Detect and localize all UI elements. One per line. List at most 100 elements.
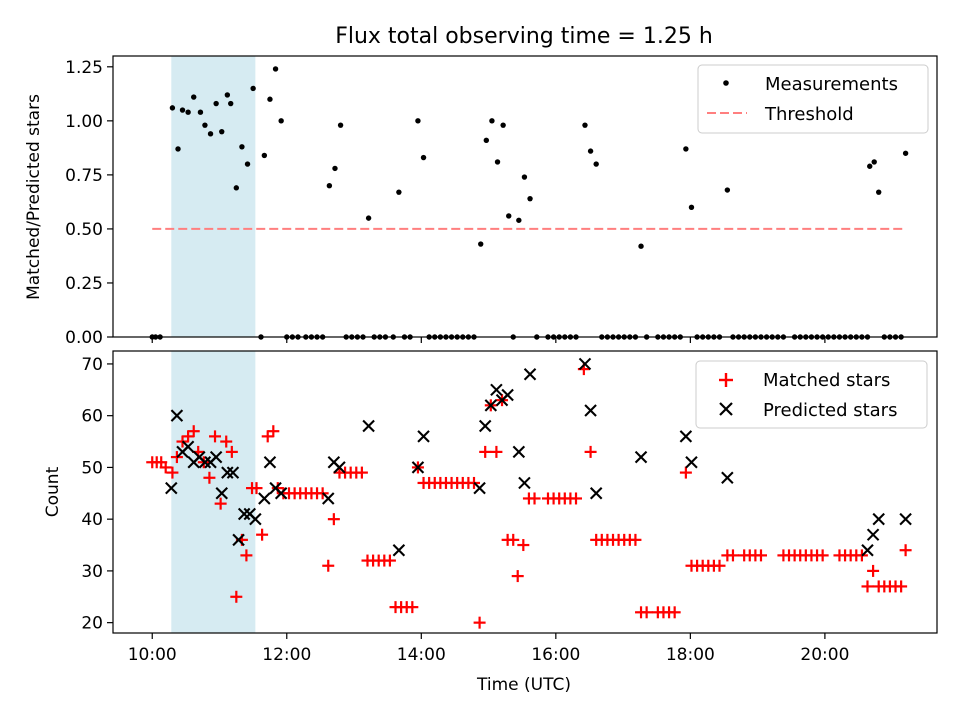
top-y-tick-label-0-00: 0.00 bbox=[65, 328, 103, 348]
measurement-point-92 bbox=[688, 204, 695, 211]
predicted-star-point-3 bbox=[181, 440, 195, 453]
measurement-point-6 bbox=[185, 109, 191, 115]
measurement-point-5 bbox=[179, 107, 186, 113]
predicted-star-point-20 bbox=[322, 492, 335, 505]
measurement-point-130 bbox=[902, 150, 909, 156]
measurement-point-13 bbox=[224, 92, 231, 98]
predicted-star-point-16 bbox=[258, 492, 271, 505]
matched-star-point-34 bbox=[327, 513, 340, 526]
x-tick-label-12-00: 12:00 bbox=[262, 645, 311, 665]
predicted-star-point-34 bbox=[518, 476, 531, 490]
top-y-tick-label-0-50: 0.50 bbox=[65, 220, 103, 240]
measurement-point-76 bbox=[593, 161, 599, 167]
x-tick-label-18-00: 18:00 bbox=[666, 645, 715, 665]
matched-star-point-18 bbox=[240, 549, 253, 562]
matched-star-point-39 bbox=[355, 466, 368, 479]
predicted-star-point-17 bbox=[263, 456, 277, 469]
predicted-star-point-11 bbox=[226, 466, 240, 479]
measurement-point-18 bbox=[250, 85, 256, 92]
measurement-point-43 bbox=[396, 189, 402, 195]
matched-star-point-15 bbox=[225, 445, 238, 458]
matched-star-point-21 bbox=[256, 528, 269, 541]
matched-star-point-3 bbox=[159, 461, 172, 474]
matched-star-point-22 bbox=[261, 430, 274, 443]
bottom-y-tick-label-50: 50 bbox=[81, 458, 103, 478]
measurement-point-62 bbox=[506, 213, 512, 219]
bottom-y-tick-label-40: 40 bbox=[81, 510, 103, 530]
matched-star-point-11 bbox=[203, 471, 216, 484]
top-y-tick-label-0-25: 0.25 bbox=[65, 274, 103, 294]
measurement-point-21 bbox=[267, 96, 273, 102]
matched-star-point-70 bbox=[528, 492, 541, 505]
matched-star-point-113 bbox=[816, 549, 829, 562]
top-axes-frame bbox=[112, 55, 938, 338]
measurement-point-17 bbox=[244, 161, 251, 167]
matched-star-point-33 bbox=[322, 559, 335, 572]
measurement-point-4 bbox=[175, 146, 181, 152]
matched-star-point-13 bbox=[214, 497, 227, 510]
top-y-tick-label-1-25: 1.25 bbox=[65, 58, 103, 78]
bottom-y-tick-label-60: 60 bbox=[81, 407, 103, 427]
predicted-star-point-8 bbox=[209, 450, 223, 464]
star-count-panel: 20 30 40 50 60 70 10:00 12:00 14:00 16:00 18:00 20… bbox=[43, 350, 938, 695]
matched-star-point-101 bbox=[726, 549, 739, 562]
measurements-legend-label: Measurements bbox=[765, 74, 898, 95]
predicted-star-point-9 bbox=[215, 487, 228, 500]
predicted-star-point-27 bbox=[473, 481, 486, 495]
matched-star-point-20 bbox=[250, 482, 263, 495]
predicted-star-point-0 bbox=[165, 481, 178, 495]
measurement-point-8 bbox=[197, 109, 204, 115]
measurement-point-9 bbox=[202, 122, 208, 128]
matched-star-point-88 bbox=[640, 606, 653, 619]
predicted-star-point-12 bbox=[232, 533, 245, 547]
measurement-point-65 bbox=[521, 174, 528, 180]
measurement-point-23 bbox=[278, 118, 284, 124]
matched-star-point-67 bbox=[511, 570, 524, 583]
top-y-tick-label-0-75: 0.75 bbox=[65, 166, 103, 186]
top-y-tick-label-1-00: 1.00 bbox=[65, 112, 103, 132]
predicted-star-point-30 bbox=[490, 383, 503, 397]
bottom-y-tick-label-20: 20 bbox=[81, 614, 103, 634]
measurement-point-3 bbox=[169, 105, 176, 111]
predicted-star-point-10 bbox=[221, 466, 234, 479]
top-y-axis-label: Matched/Predicted stars bbox=[24, 94, 44, 300]
bottom-y-ticks: 20 30 40 50 60 70 bbox=[81, 355, 113, 634]
predicted-star-point-22 bbox=[333, 461, 346, 474]
matched-star-point-105 bbox=[754, 549, 767, 562]
bottom-y-axis-label: Count bbox=[43, 466, 63, 517]
predicted-star-point-46 bbox=[899, 512, 912, 526]
measurement-point-66 bbox=[527, 195, 533, 202]
predicted-star-point-32 bbox=[501, 388, 514, 402]
matched-star-point-60 bbox=[473, 616, 486, 629]
bottom-shaded-interval bbox=[171, 351, 256, 633]
predicted-star-point-25 bbox=[411, 461, 425, 474]
matched-star-point-63 bbox=[490, 445, 503, 458]
matched-star-point-7 bbox=[182, 430, 195, 443]
matched-stars-legend-label: Matched stars bbox=[763, 370, 890, 391]
measurement-point-47 bbox=[420, 154, 427, 161]
x-axis-label: Time (UTC) bbox=[476, 675, 571, 695]
matched-star-point-48 bbox=[406, 601, 419, 614]
measurement-point-91 bbox=[683, 146, 689, 152]
matched-star-point-14 bbox=[220, 435, 233, 448]
matched-star-point-78 bbox=[584, 445, 597, 458]
matched-star-point-120 bbox=[867, 564, 880, 577]
predicted-star-point-35 bbox=[523, 368, 537, 381]
matched-star-point-68 bbox=[517, 539, 530, 552]
measurement-point-98 bbox=[724, 187, 731, 193]
predicted-star-points bbox=[165, 357, 912, 557]
top-legend-box bbox=[697, 64, 929, 134]
measurement-point-32 bbox=[332, 165, 338, 172]
predicted-stars-legend-label: Predicted stars bbox=[763, 400, 897, 421]
matched-star-point-126 bbox=[899, 544, 912, 557]
measurement-point-16 bbox=[239, 144, 245, 150]
matched-star-point-12 bbox=[209, 430, 222, 443]
measurement-point-58 bbox=[483, 137, 490, 143]
top-legend: Measurements Threshold bbox=[697, 64, 929, 134]
matched-star-points bbox=[146, 363, 912, 629]
predicted-star-point-36 bbox=[578, 357, 592, 371]
top-y-ticks: 0.00 0.25 0.50 0.75 1.00 1.25 bbox=[65, 58, 113, 348]
measurement-point-125 bbox=[876, 189, 882, 195]
measurement-point-84 bbox=[638, 243, 644, 249]
matched-stars-legend-marker bbox=[719, 373, 733, 387]
